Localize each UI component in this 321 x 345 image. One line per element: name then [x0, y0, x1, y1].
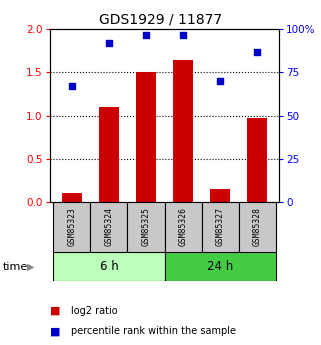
Text: ■: ■: [50, 306, 60, 315]
Text: time: time: [3, 262, 29, 272]
Bar: [165, 202, 202, 252]
Text: 24 h: 24 h: [207, 260, 233, 273]
Bar: [54, 252, 164, 281]
Point: [143, 32, 149, 37]
Bar: [239, 202, 275, 252]
Point: [69, 83, 74, 89]
Point: [217, 78, 222, 84]
Point: [180, 32, 186, 37]
Text: GSM85327: GSM85327: [215, 207, 225, 246]
Bar: [99, 107, 119, 202]
Bar: [91, 202, 127, 252]
Text: 6 h: 6 h: [100, 260, 118, 273]
Point: [107, 40, 112, 46]
Bar: [165, 252, 275, 281]
Text: GDS1929 / 11877: GDS1929 / 11877: [99, 12, 222, 26]
Bar: [247, 118, 267, 202]
Text: GSM85326: GSM85326: [178, 207, 187, 246]
Text: ▶: ▶: [27, 262, 35, 272]
Text: GSM85325: GSM85325: [142, 207, 151, 246]
Text: log2 ratio: log2 ratio: [71, 306, 117, 315]
Text: GSM85324: GSM85324: [104, 207, 114, 246]
Bar: [127, 202, 165, 252]
Point: [255, 49, 260, 55]
Bar: [62, 193, 82, 202]
Text: GSM85328: GSM85328: [253, 207, 262, 246]
Text: percentile rank within the sample: percentile rank within the sample: [71, 326, 236, 336]
Bar: [202, 202, 239, 252]
Bar: [210, 189, 230, 202]
Text: ■: ■: [50, 326, 60, 336]
Bar: [136, 72, 156, 202]
Bar: [173, 59, 193, 202]
Text: GSM85323: GSM85323: [67, 207, 76, 246]
Bar: [54, 202, 91, 252]
